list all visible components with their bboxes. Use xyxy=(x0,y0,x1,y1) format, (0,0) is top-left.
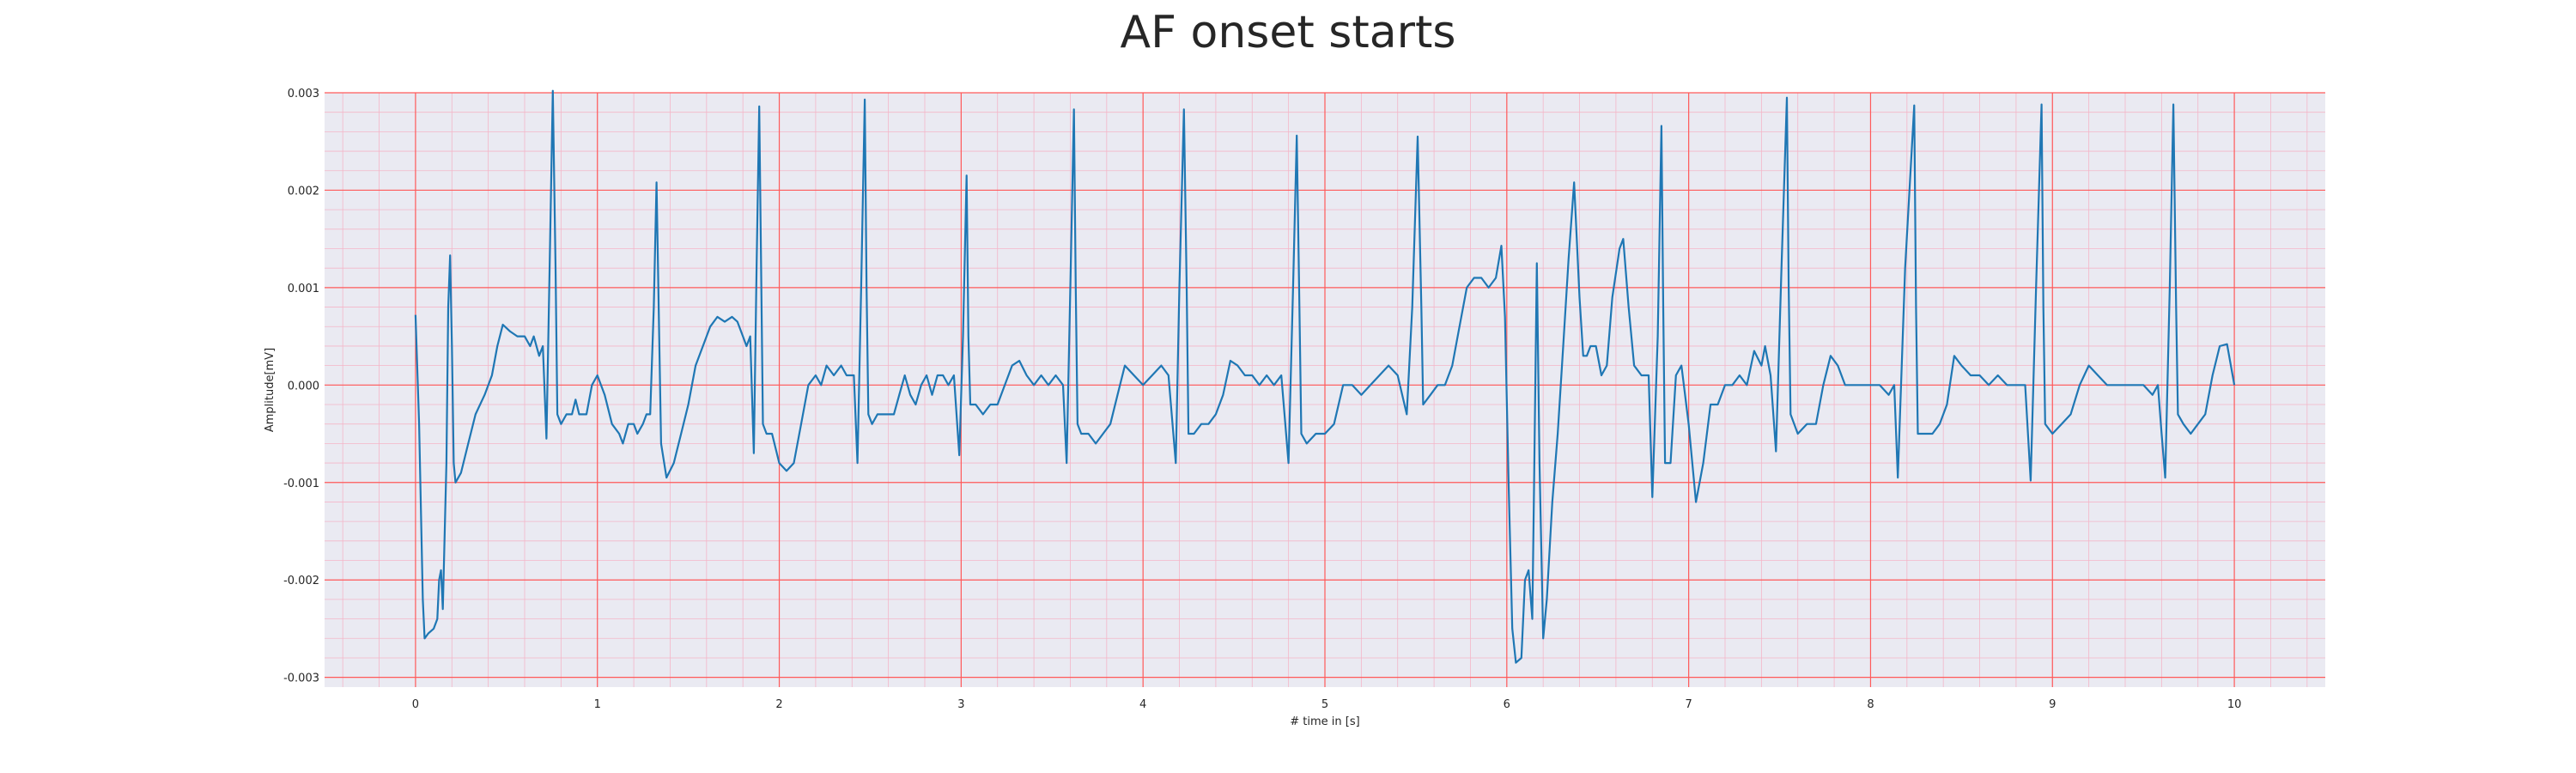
x-tick-label: 9 xyxy=(2049,698,2056,711)
y-tick-label: 0.001 xyxy=(288,283,319,295)
y-tick-label: -0.002 xyxy=(283,575,319,587)
y-tick-label: 0.000 xyxy=(288,380,319,393)
x-tick-label: 1 xyxy=(594,698,601,711)
x-tick-label: 6 xyxy=(1504,698,1510,711)
x-tick-label: 10 xyxy=(2227,698,2242,711)
x-tick-label: 2 xyxy=(775,698,782,711)
y-tick-label: -0.003 xyxy=(283,673,319,685)
x-tick-label: 4 xyxy=(1139,698,1146,711)
y-axis-label: Amplitude[mV] xyxy=(264,348,276,432)
x-tick-label: 7 xyxy=(1685,698,1692,711)
x-tick-labels: 0 1 2 3 4 5 6 7 8 9 10 xyxy=(412,698,2242,711)
y-tick-labels: -0.003 -0.002 -0.001 0.000 0.001 0.002 0.003 xyxy=(283,88,319,685)
x-tick-label: 5 xyxy=(1321,698,1328,711)
x-tick-label: 8 xyxy=(1867,698,1874,711)
chart-title: AF onset starts xyxy=(1120,7,1456,58)
y-tick-label: 0.002 xyxy=(288,185,319,198)
series-layer xyxy=(414,89,2236,664)
x-axis-label: # time in [s] xyxy=(1290,715,1359,728)
x-tick-label: 3 xyxy=(957,698,964,711)
x-tick-label: 0 xyxy=(412,698,419,711)
y-tick-label: -0.001 xyxy=(283,478,319,490)
y-tick-label: 0.003 xyxy=(288,88,319,100)
series-line-0 xyxy=(414,89,2236,664)
major-grid xyxy=(325,92,2325,687)
